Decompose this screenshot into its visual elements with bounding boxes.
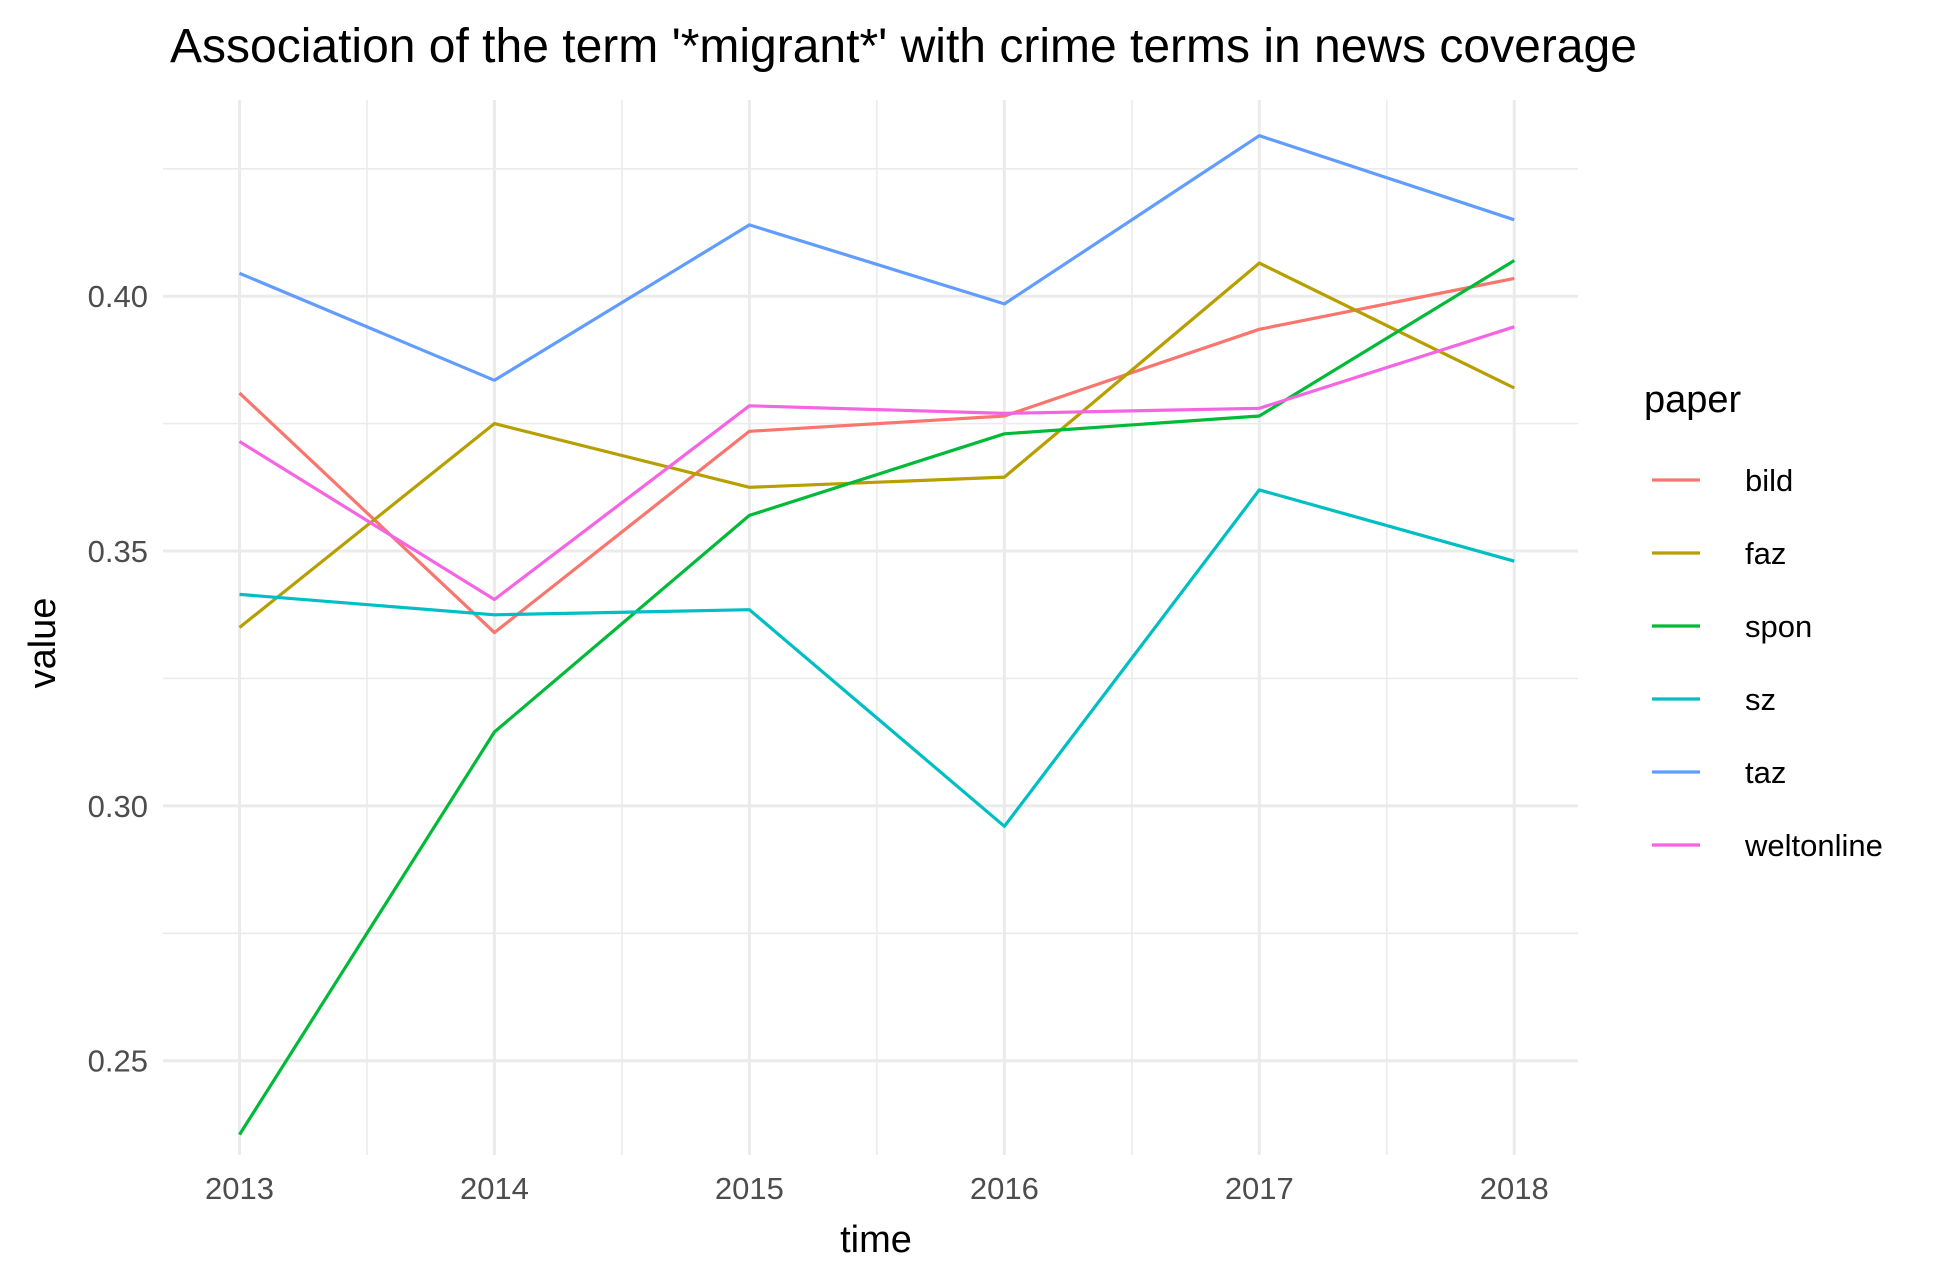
chart-title: Association of the term '*migrant*' with… [170,20,1637,73]
x-tick-label: 2013 [205,1171,274,1206]
x-axis-ticks: 2013 2014 2015 2016 2017 2018 [205,1171,1549,1206]
legend-label: sz [1745,682,1776,717]
series-line-taz [238,134,1515,382]
legend-label: weltonline [1744,828,1883,863]
x-tick-label: 2014 [460,1171,529,1206]
series-line-bild [238,276,1515,635]
x-tick-label: 2017 [1225,1171,1294,1206]
x-axis-title: time [840,1219,912,1261]
legend-item-sz: sz [1652,682,1776,717]
legend-item-faz: faz [1652,536,1786,571]
y-axis-title: value [22,598,64,689]
x-tick-label: 2015 [715,1171,784,1206]
legend-items: bild faz spon sz taz weltonline [1652,463,1883,863]
series-layer [238,134,1516,1136]
legend-label: spon [1745,609,1812,644]
y-tick-label: 0.35 [88,534,148,569]
y-tick-label: 0.30 [88,789,148,824]
legend-item-spon: spon [1652,609,1812,644]
series-line-spon [238,259,1516,1136]
legend-item-bild: bild [1652,463,1793,498]
y-tick-label: 0.40 [88,279,148,314]
series-line-faz [238,261,1516,629]
y-axis-ticks: 0.25 0.30 0.35 0.40 [88,279,148,1078]
legend-label: faz [1745,536,1786,571]
x-tick-label: 2018 [1480,1171,1549,1206]
legend-label: taz [1745,755,1786,790]
legend-item-weltonline: weltonline [1652,828,1883,863]
legend-item-taz: taz [1652,755,1786,790]
y-tick-label: 0.25 [88,1044,148,1079]
series-line-weltonline [238,325,1515,602]
series-line-sz [239,488,1515,828]
legend: paper bild faz spon sz taz weltonline [1644,379,1883,863]
x-tick-label: 2016 [970,1171,1039,1206]
legend-label: bild [1745,463,1793,498]
legend-title: paper [1644,379,1742,421]
plot-grid [163,100,1578,1155]
